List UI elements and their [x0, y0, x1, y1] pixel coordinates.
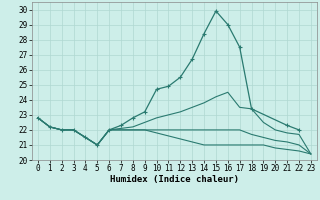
X-axis label: Humidex (Indice chaleur): Humidex (Indice chaleur) — [110, 175, 239, 184]
